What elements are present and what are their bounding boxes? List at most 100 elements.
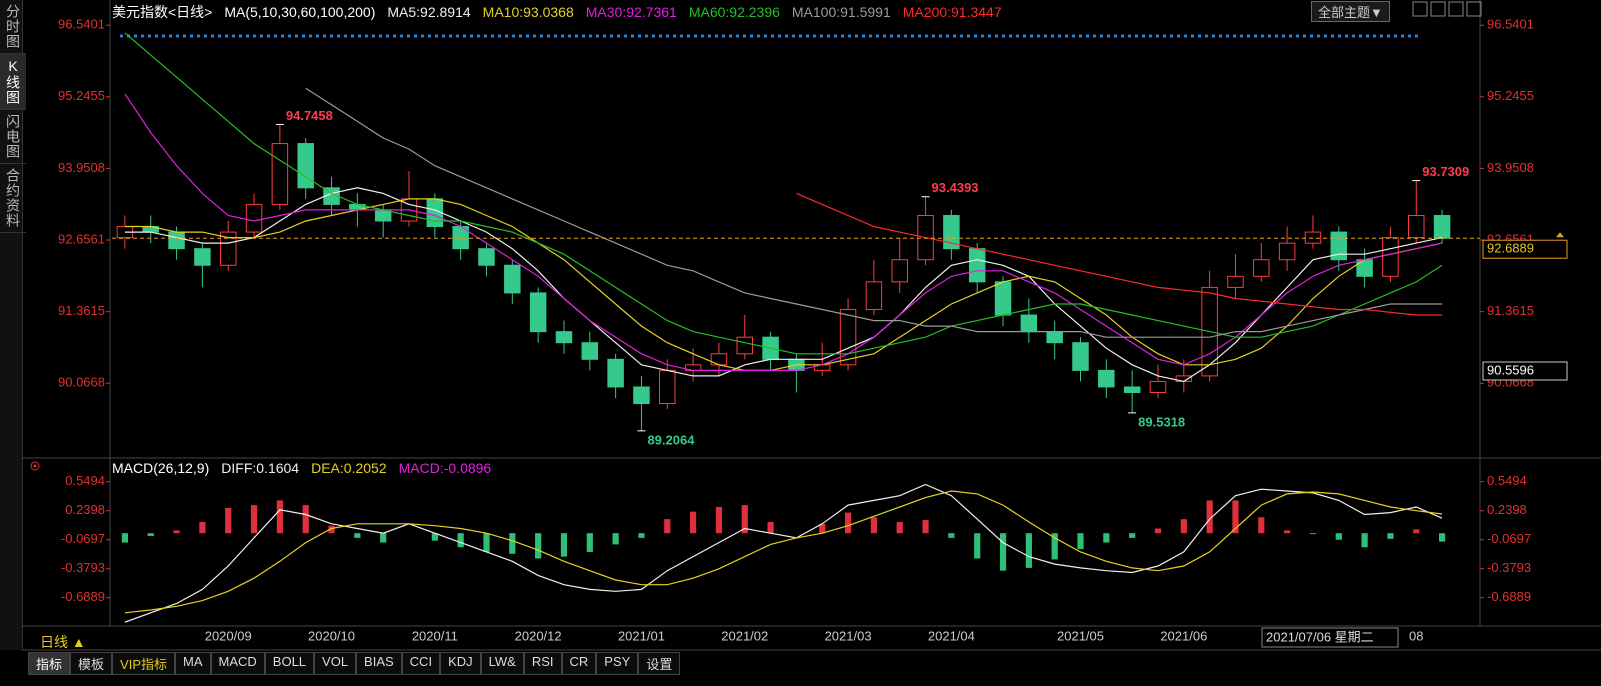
macd-bar [586,533,593,552]
legend-name: MA100 [791,4,837,20]
candle-body [478,248,495,266]
indicator-tabs: 指标 模板 VIP指标 MA MACD BOLL VOL BIAS CCI KDJ LW& RSI CR… [28,652,681,675]
macd-header: MACD(26,12,9) DIFF0.1604 DEA0.2052 MACD-0.… [112,460,491,476]
candle-body [504,264,521,294]
macd-bar [1077,533,1084,550]
legend-value: 91.3447 [947,4,1002,20]
candle-body [1304,231,1322,244]
candle-body [1433,214,1451,239]
tab[interactable]: LW& [480,652,524,675]
macd-bar [1180,519,1187,534]
candle-body [271,143,289,205]
macd-bar [225,507,232,534]
candle-body [1046,331,1063,344]
tab[interactable]: BOLL [264,652,315,675]
macd-line [124,483,1443,623]
cursor-date-box [1261,627,1399,648]
side-tab[interactable]: 分时图 [0,0,26,54]
tab[interactable]: 设置 [638,652,681,675]
macd-bar [173,530,180,534]
macd-bar [483,533,490,552]
tab[interactable]: RSI [523,652,562,675]
tool-icon[interactable] [1466,1,1482,17]
y-tick-label: -0.0697 [61,531,105,546]
price-header: 美元指数<日线> MA(5,10,30,60,100,200) MA592.89… [112,2,1002,22]
macd-bar [664,519,671,534]
candle-body [1123,386,1141,393]
tab[interactable]: 指标 [28,652,71,675]
ma-line [796,192,1443,316]
macd-line [124,490,1443,614]
period-button[interactable]: 日线 ▲ [40,634,86,650]
ma-line [124,187,1443,383]
tool-icon[interactable] [1430,1,1446,17]
y-tick-label: 96.5401 [1487,17,1534,32]
macd-bar [1206,500,1213,534]
side-tab[interactable]: 合约资料 [0,164,26,233]
indicator-icon[interactable] [30,461,40,471]
tab[interactable]: MACD [210,652,265,675]
macd-bar [1025,533,1032,568]
y-tick-label: 90.0668 [58,375,105,390]
y-tick-label: 95.2455 [58,88,105,103]
macd-bar [1051,533,1058,560]
tab[interactable]: BIAS [356,652,402,675]
legend-name: MA200 [902,4,948,20]
macd-bar [690,511,697,534]
tab[interactable]: VIP指标 [112,652,175,675]
indicator-icon [33,464,37,468]
legend-name: MACD [398,460,440,476]
ma-line [305,87,1443,338]
macd-bar [922,520,929,534]
candle-body [1278,242,1296,261]
macd-bar [741,505,748,534]
macd-bar [147,533,154,537]
tab[interactable]: KDJ [440,652,481,675]
macd-bar [457,533,464,548]
macd-bar [431,533,438,541]
x-tick-label: 2021/06 [1160,628,1207,643]
macd-title: MACD(26,12,9) [112,460,210,476]
tool-icon[interactable] [1412,1,1428,17]
y-tick-label: -0.3793 [61,560,105,575]
legend-value: 0.1604 [252,460,299,476]
candle-body [1253,259,1270,277]
macd-bar [1335,533,1342,540]
x-tick-label: 2021/05 [1057,628,1104,643]
legend-name: DEA [311,460,340,476]
candle-body [633,386,650,405]
theme-button[interactable]: 全部主题▼ [1311,1,1390,22]
macd-bar [1103,533,1110,543]
side-tab[interactable]: K线图 [0,54,26,110]
tab[interactable]: 模板 [70,652,113,675]
low-label: 89.2064 [647,432,695,447]
x-tick-label: 2021/04 [928,628,975,643]
legend-value: -0.0896 [440,460,491,476]
y-tick-label: -0.3793 [1487,560,1531,575]
tab[interactable]: CR [561,652,597,675]
candle-body [736,336,754,355]
price-arrow [1556,232,1564,238]
macd-bar [328,525,335,534]
tab[interactable]: MA [175,652,211,675]
tab[interactable]: CCI [401,652,441,675]
legend-name: DIFF [221,460,253,476]
macd-bar [1413,529,1420,534]
macd-bar [560,533,568,557]
macd-bar [715,506,723,534]
tab[interactable]: PSY [596,652,639,675]
candle-body [994,281,1012,316]
y-tick-label: 92.6561 [58,231,105,246]
macd-bar [767,521,774,534]
candle-body [1098,369,1115,388]
macd-bar [302,505,309,534]
tab[interactable]: VOL [314,652,357,675]
price-tag [1482,239,1568,259]
tool-icon[interactable] [1448,1,1464,17]
side-tab[interactable]: 闪电图 [0,110,26,164]
candle-body [219,231,237,266]
ma-label: MA(5,10,30,60,100,200) [224,4,376,20]
macd-bar [276,500,283,534]
y-tick-label: 96.5401 [58,17,105,32]
y-tick-label: 0.5494 [1487,473,1527,488]
